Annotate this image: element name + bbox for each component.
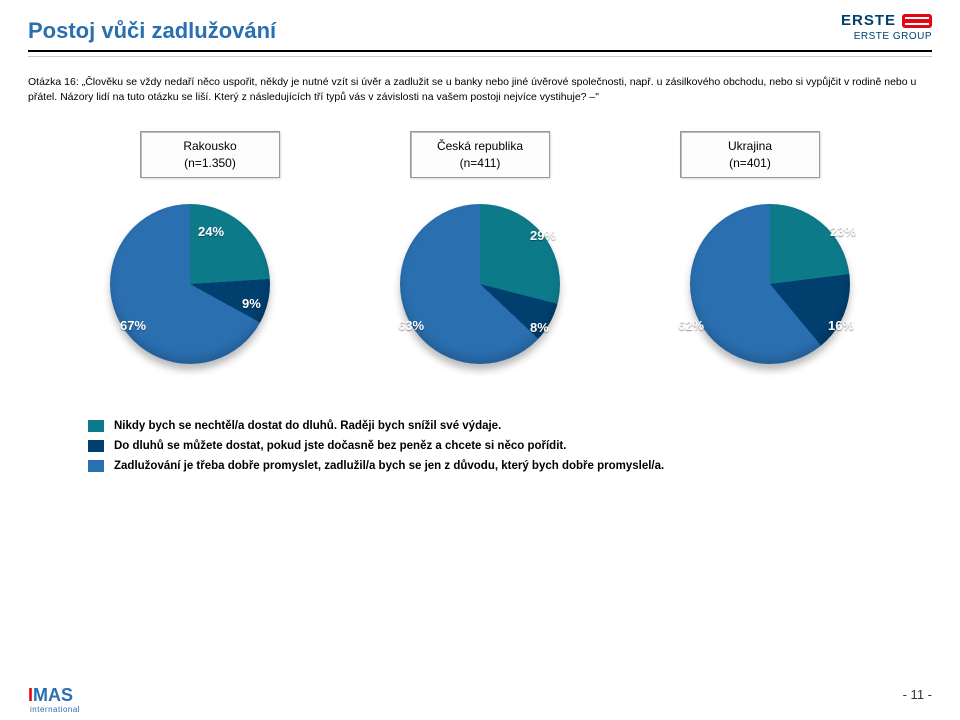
pie-slice-label: 67% — [120, 318, 146, 333]
pie-slice-label: 63% — [398, 318, 424, 333]
legend-swatch — [88, 440, 104, 452]
country-label: Česká republika (n=411) — [410, 131, 550, 177]
country-n: (n=411) — [431, 155, 529, 171]
country-name: Ukrajina — [701, 138, 799, 154]
pie-slice-label: 23% — [830, 224, 856, 239]
pie-slice-label: 8% — [530, 320, 549, 335]
pie-chart: 24% 9% 67% — [90, 200, 290, 370]
legend-swatch — [88, 460, 104, 472]
logo-mark-icon — [902, 14, 932, 28]
country-name: Rakousko — [161, 138, 259, 154]
footer-logo-text: IMAS — [28, 685, 73, 706]
country-n: (n=401) — [701, 155, 799, 171]
title-rule — [28, 50, 932, 52]
pie-chart: 23% 16% 62% — [670, 200, 870, 370]
question-text: Otázka 16: „Člověku se vždy nedaří něco … — [28, 75, 932, 105]
pie-chart: 29% 8% 63% — [380, 200, 580, 370]
legend: Nikdy bych se nechtěl/a dostat do dluhů.… — [88, 418, 932, 474]
legend-swatch — [88, 420, 104, 432]
pie-slice-label: 16% — [828, 318, 854, 333]
country-label: Rakousko (n=1.350) — [140, 131, 280, 177]
logo-text: ERSTE — [841, 12, 896, 29]
country-n: (n=1.350) — [161, 155, 259, 171]
logo-subtext: ERSTE GROUP — [841, 31, 932, 42]
legend-item: Nikdy bych se nechtěl/a dostat do dluhů.… — [88, 418, 932, 434]
country-name: Česká republika — [431, 138, 529, 154]
pie-slice-label: 62% — [678, 318, 704, 333]
footer-logo: IMAS international — [28, 685, 73, 706]
country-labels-row: Rakousko (n=1.350) Česká republika (n=41… — [28, 131, 932, 177]
page-number: - 11 - — [903, 687, 932, 702]
pie-slice-label: 9% — [242, 296, 261, 311]
legend-text: Zadlužování je třeba dobře promyslet, za… — [114, 458, 664, 474]
pie-slice-label: 29% — [530, 228, 556, 243]
brand-logo: ERSTE ERSTE GROUP — [841, 12, 932, 42]
page-title: Postoj vůči zadlužování — [28, 18, 932, 44]
legend-item: Zadlužování je třeba dobře promyslet, za… — [88, 458, 932, 474]
title-subrule — [28, 56, 932, 57]
country-label: Ukrajina (n=401) — [680, 131, 820, 177]
legend-text: Do dluhů se můžete dostat, pokud jste do… — [114, 438, 566, 454]
charts-row: 24% 9% 67% 29% 8% 63% 23% 16% 62% — [28, 200, 932, 370]
legend-text: Nikdy bych se nechtěl/a dostat do dluhů.… — [114, 418, 501, 434]
legend-item: Do dluhů se můžete dostat, pokud jste do… — [88, 438, 932, 454]
pie-slice-label: 24% — [198, 224, 224, 239]
footer-logo-sub: international — [30, 705, 80, 714]
